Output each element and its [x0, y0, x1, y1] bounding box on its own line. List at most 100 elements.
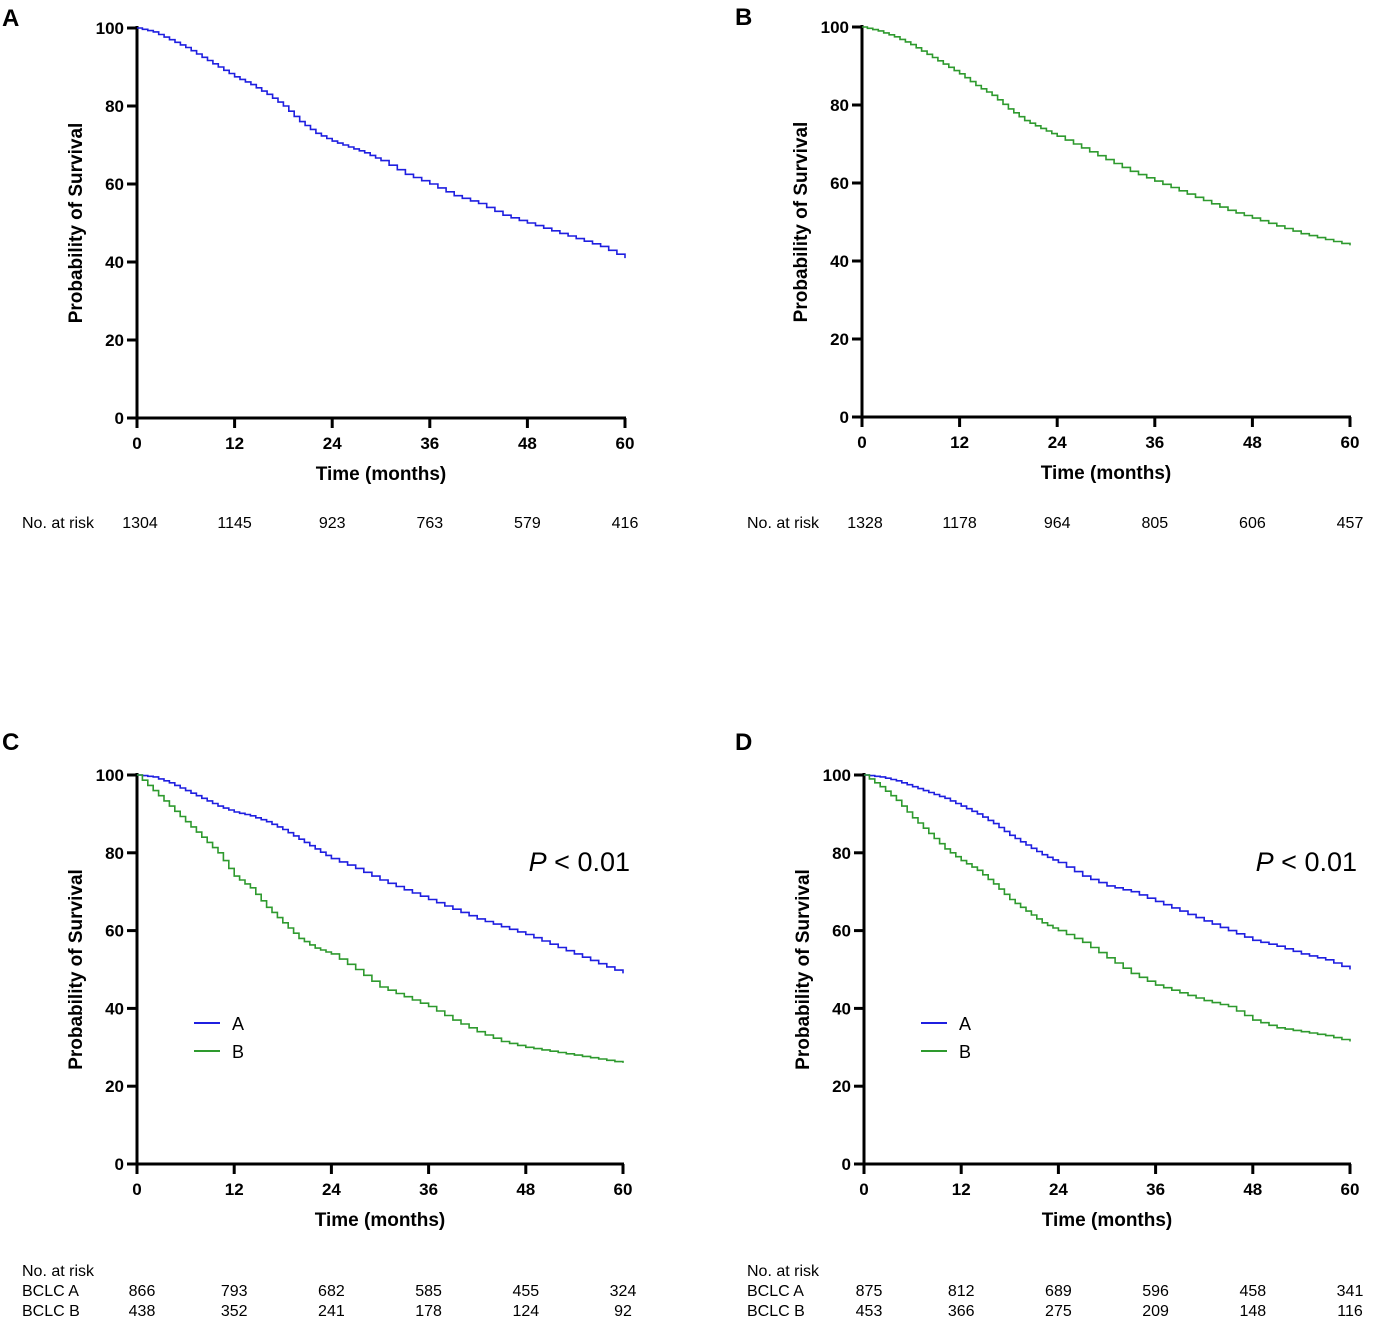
risk-value: 209 [1142, 1303, 1169, 1320]
x-tick-label: 0 [132, 1180, 141, 1199]
legend-label: B [232, 1042, 244, 1062]
x-tick-label: 12 [952, 1180, 971, 1199]
x-tick-label: 60 [1341, 433, 1360, 452]
x-tick-label: 0 [859, 1180, 868, 1199]
legend-label: A [959, 1014, 971, 1034]
risk-row-label: BCLC A [22, 1283, 79, 1300]
risk-value: 341 [1337, 1283, 1364, 1300]
x-tick-label: 0 [132, 434, 141, 453]
y-tick-label: 20 [830, 330, 849, 349]
y-axis-title: Probability of Survival [66, 123, 87, 324]
x-tick-label: 24 [323, 434, 342, 453]
x-tick-label: 12 [225, 1180, 244, 1199]
p-value-annotation: P < 0.01 [529, 847, 630, 877]
risk-value: 324 [610, 1283, 637, 1300]
risk-value: 812 [948, 1283, 975, 1300]
x-tick-label: 36 [1146, 1180, 1165, 1199]
risk-value: 579 [514, 515, 541, 532]
y-tick-label: 100 [96, 19, 124, 38]
y-axis-title: Probability of Survival [66, 869, 87, 1070]
chart-panel-d: D 0 20 40 60 80 100 0 12 24 36 48 60 Time (months) Pro… [735, 729, 1363, 1320]
x-tick-label: 60 [1341, 1180, 1360, 1199]
y-tick-label: 80 [105, 97, 124, 116]
p-value-text: < 0.01 [1274, 847, 1357, 877]
x-tick-label: 24 [1049, 1180, 1068, 1199]
y-tick-label: 20 [105, 331, 124, 350]
legend-label: B [959, 1042, 971, 1062]
y-tick-label: 60 [105, 175, 124, 194]
chart-panel-c: C 0 20 40 60 80 100 0 12 24 36 48 60 Time (months) Pro… [2, 729, 636, 1320]
y-tick-label: 40 [105, 999, 124, 1018]
risk-value: 92 [614, 1303, 632, 1320]
x-tick-label: 48 [516, 1180, 535, 1199]
x-tick-label: 12 [225, 434, 244, 453]
y-tick-label: 0 [115, 1155, 124, 1174]
y-tick-label: 80 [105, 844, 124, 863]
risk-value: 455 [512, 1283, 539, 1300]
risk-value: 923 [319, 515, 346, 532]
x-tick-label: 60 [614, 1180, 633, 1199]
chart-panel-b: B 0 20 40 60 80 100 0 12 24 36 48 60 Time (months) Pro… [735, 4, 1363, 532]
y-tick-label: 0 [840, 408, 849, 427]
survival-curve-a [137, 774, 624, 974]
risk-row-label: BCLC B [747, 1303, 805, 1320]
risk-value: 457 [1337, 515, 1364, 532]
risk-value: 585 [415, 1283, 442, 1300]
risk-value: 453 [856, 1303, 883, 1320]
risk-value: 689 [1045, 1283, 1072, 1300]
risk-value: 606 [1239, 515, 1266, 532]
risk-value: 438 [129, 1303, 156, 1320]
y-tick-label: 100 [96, 766, 124, 785]
p-value-symbol: P [1256, 847, 1274, 877]
x-axis-title: Time (months) [316, 464, 447, 485]
x-tick-label: 48 [1243, 1180, 1262, 1199]
y-tick-label: 60 [830, 174, 849, 193]
y-tick-label: 100 [821, 18, 849, 37]
x-tick-label: 60 [616, 434, 635, 453]
x-tick-label: 0 [857, 433, 866, 452]
y-tick-label: 80 [832, 844, 851, 863]
risk-value: 1145 [217, 515, 252, 532]
y-tick-label: 0 [842, 1155, 851, 1174]
x-tick-label: 24 [322, 1180, 341, 1199]
y-tick-label: 20 [105, 1077, 124, 1096]
risk-value: 1178 [942, 515, 977, 532]
risk-value: 458 [1239, 1283, 1266, 1300]
risk-value: 793 [221, 1283, 248, 1300]
risk-value: 352 [221, 1303, 248, 1320]
risk-value: 124 [512, 1303, 539, 1320]
risk-value: 1328 [847, 515, 883, 532]
legend-label: A [232, 1014, 244, 1034]
survival-curve-a [864, 774, 1351, 970]
x-tick-label: 36 [419, 1180, 438, 1199]
panel-label: B [735, 4, 752, 31]
y-axis-title: Probability of Survival [793, 869, 814, 1070]
x-tick-label: 36 [420, 434, 439, 453]
x-axis-title: Time (months) [1041, 463, 1172, 484]
y-tick-label: 100 [823, 766, 851, 785]
x-axis-title: Time (months) [315, 1210, 446, 1231]
risk-value: 416 [612, 515, 639, 532]
risk-table-header: No. at risk [747, 1263, 820, 1280]
risk-row-label: No. at risk [747, 515, 820, 532]
panel-label: A [2, 5, 19, 32]
risk-value: 964 [1044, 515, 1071, 532]
survival-curve-b [864, 774, 1351, 1042]
p-value-annotation: P < 0.01 [1256, 847, 1357, 877]
p-value-symbol: P [529, 847, 547, 877]
y-tick-label: 80 [830, 96, 849, 115]
risk-value: 763 [416, 515, 443, 532]
y-tick-label: 60 [105, 922, 124, 941]
survival-curve-b [137, 774, 624, 1063]
p-value-text: < 0.01 [547, 847, 630, 877]
x-axis-title: Time (months) [1042, 1210, 1173, 1231]
x-tick-label: 36 [1145, 433, 1164, 452]
risk-row-label: No. at risk [22, 515, 95, 532]
x-tick-label: 48 [518, 434, 537, 453]
risk-table-header: No. at risk [22, 1263, 95, 1280]
x-tick-label: 48 [1243, 433, 1262, 452]
risk-row-label: BCLC B [22, 1303, 80, 1320]
panel-label: D [735, 729, 752, 756]
y-tick-label: 20 [832, 1077, 851, 1096]
